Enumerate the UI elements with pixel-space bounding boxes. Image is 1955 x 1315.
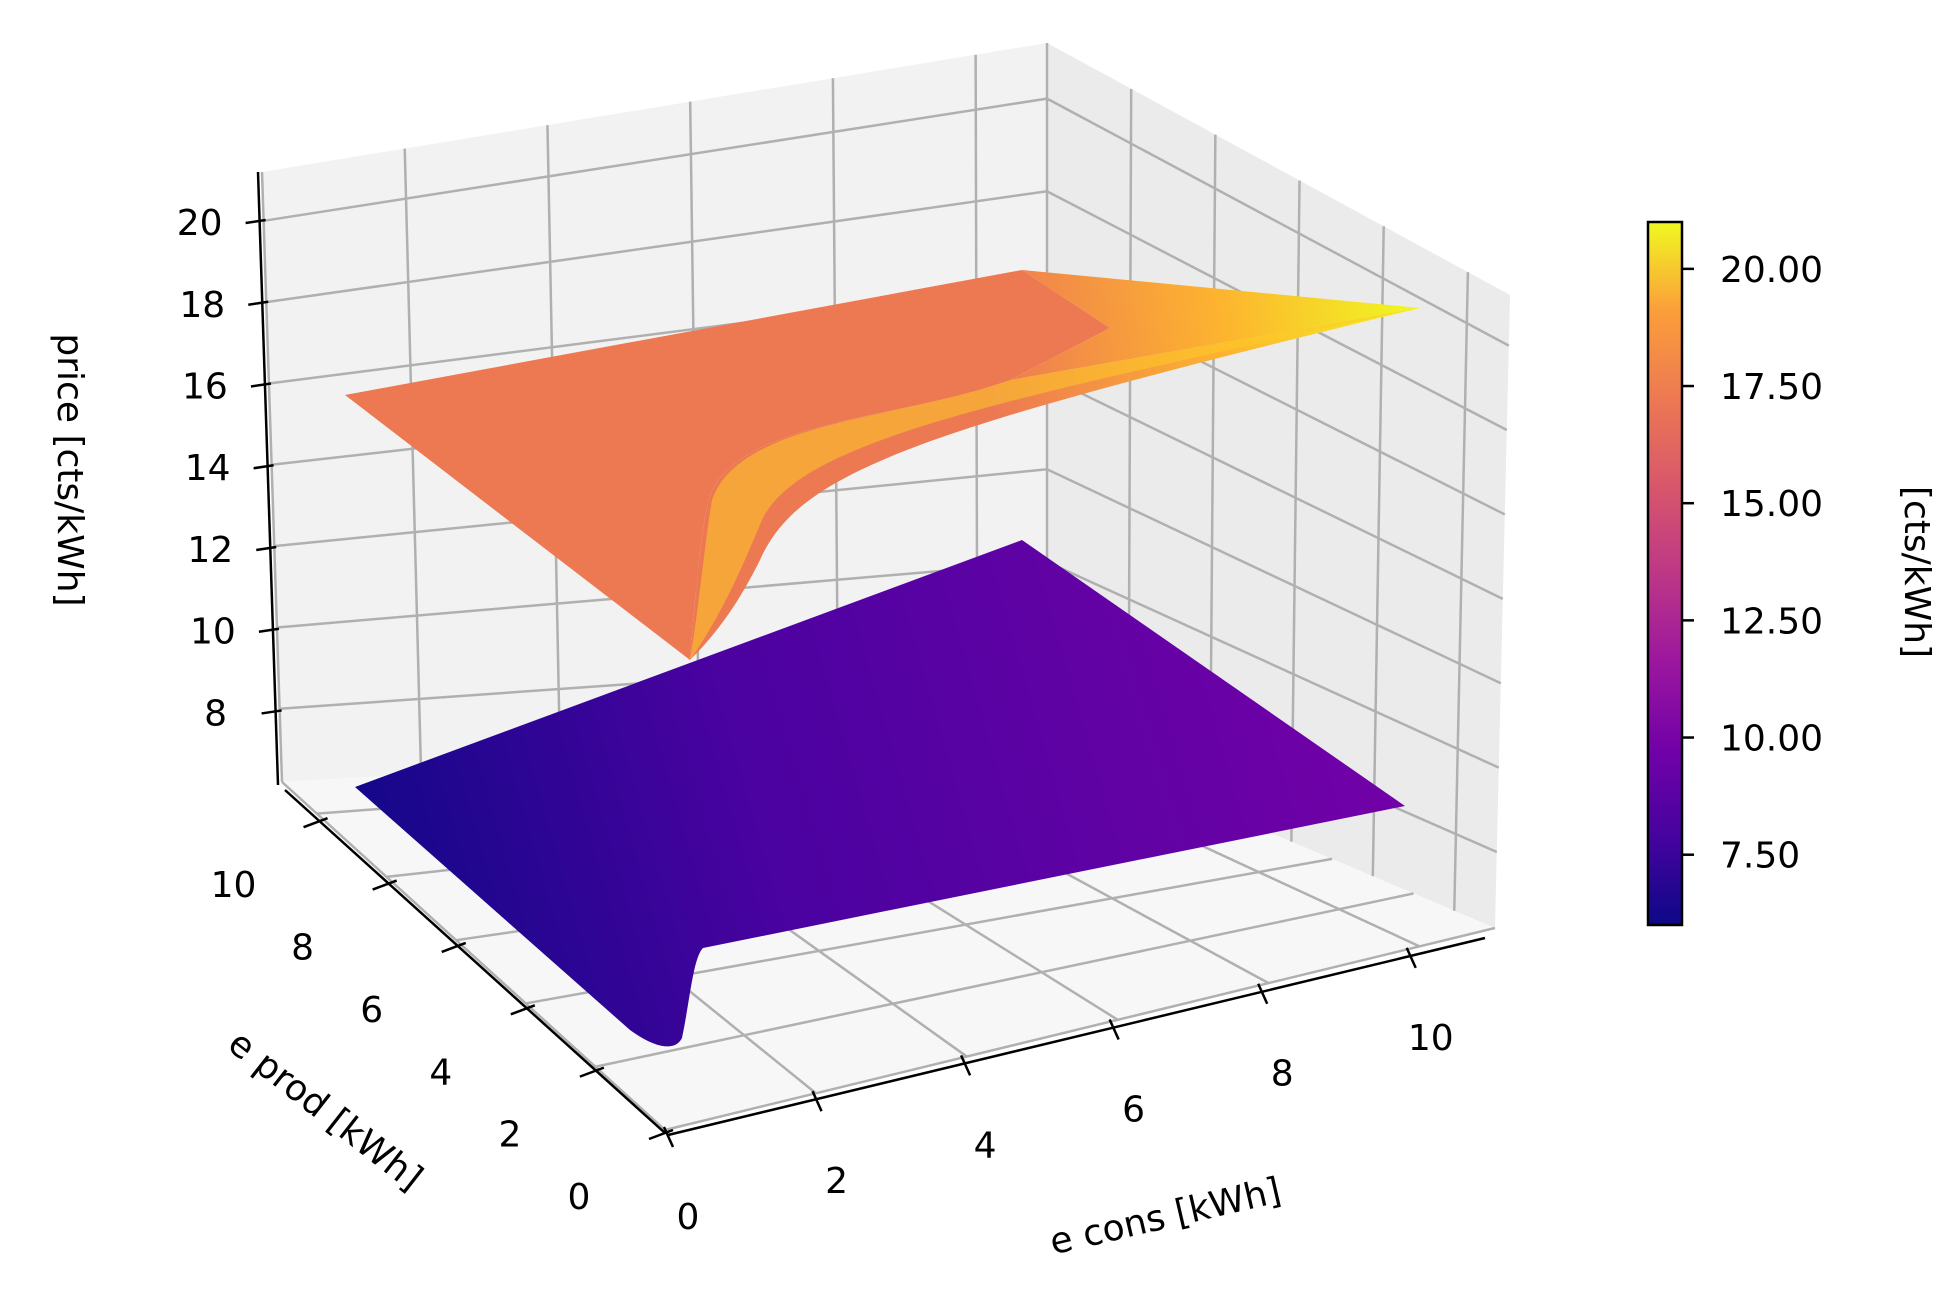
z-tick <box>253 464 274 470</box>
x-tick-label: 2 <box>825 1161 848 1202</box>
z-tick <box>258 627 280 633</box>
colorbar-tick-label: 7.50 <box>1720 836 1800 877</box>
tick-labels: 8 10 12 14 16 18 20 0 2 4 6 8 10 0 2 4 6 8 10 <box>177 203 1454 1238</box>
x-tick-label: 8 <box>1271 1054 1294 1095</box>
y-tick <box>579 1066 605 1078</box>
x-wall-gridline <box>1453 272 1470 911</box>
z-axis-label: price [cts/kWh] <box>49 333 90 606</box>
z-tick-label: 12 <box>187 530 233 571</box>
x-gridline <box>281 781 666 1131</box>
upper-surface-spike-shading <box>690 308 1420 660</box>
colorbar <box>1646 220 1684 927</box>
y-tick-label: 8 <box>291 928 314 969</box>
z-tick-label: 10 <box>190 612 236 653</box>
y-tick <box>441 941 467 954</box>
z-tick-label: 18 <box>179 285 225 326</box>
y-tick-label: 4 <box>429 1052 452 1093</box>
y-axis-label: e prod [kWh] <box>220 1023 430 1199</box>
lower-surface <box>355 540 1405 1047</box>
z-tick <box>248 300 269 307</box>
axis-lines <box>245 171 1486 1148</box>
z-tick <box>261 709 282 715</box>
colorbar-tick-label: 15.00 <box>1720 484 1823 525</box>
y-axis-line <box>284 789 666 1134</box>
x-wall-gridline <box>1371 226 1385 877</box>
x-tick <box>959 1054 972 1076</box>
colorbar-tick-label: 10.00 <box>1720 719 1823 760</box>
y-wall-gridline <box>260 171 284 783</box>
y-gridline <box>595 892 1414 1068</box>
x-axis-line <box>667 936 1486 1137</box>
x-tick-label: 0 <box>677 1197 700 1238</box>
colorbar-tick-label: 12.50 <box>1720 601 1823 642</box>
x-tick-label: 6 <box>1122 1090 1145 1131</box>
z-tick-label: 8 <box>204 693 227 734</box>
z-tick <box>256 545 277 552</box>
x-tick <box>1108 1019 1120 1041</box>
z-tick-label: 20 <box>177 203 223 244</box>
colorbar-label: [cts/kWh] <box>1896 486 1937 658</box>
x-tick <box>811 1090 823 1112</box>
colorbar-ticks: 7.50 10.00 12.50 15.00 17.50 20.00 <box>1682 250 1823 877</box>
x-tick-label: 4 <box>974 1125 997 1166</box>
upper-surface-rise <box>1010 270 1420 380</box>
y-tick <box>648 1128 674 1141</box>
y-tick-label: 6 <box>360 990 383 1031</box>
y-tick-label: 10 <box>211 865 257 906</box>
x-tick <box>1257 983 1269 1005</box>
y-tick <box>372 879 398 891</box>
upper-surface-plateau <box>345 270 1110 660</box>
x-tick <box>1405 947 1417 969</box>
z-tick <box>250 382 272 388</box>
colorbar-tick-label: 17.50 <box>1720 367 1823 408</box>
y-tick <box>303 817 328 829</box>
z-tick-label: 16 <box>182 367 228 408</box>
y-tick <box>510 1004 536 1016</box>
colorbar-tick-label: 20.00 <box>1720 250 1823 291</box>
y-tick-label: 0 <box>568 1177 591 1218</box>
z-tick-label: 14 <box>185 448 231 489</box>
z-tick <box>245 218 266 225</box>
y-wall-gridline <box>403 148 423 775</box>
x-tick-label: 10 <box>1408 1018 1454 1059</box>
y-gridline <box>664 926 1496 1132</box>
x-axis-label: e cons [kWh] <box>1046 1170 1285 1263</box>
y-tick-label: 2 <box>498 1115 521 1156</box>
x-tick <box>662 1126 675 1148</box>
z-axis-line <box>256 171 280 786</box>
